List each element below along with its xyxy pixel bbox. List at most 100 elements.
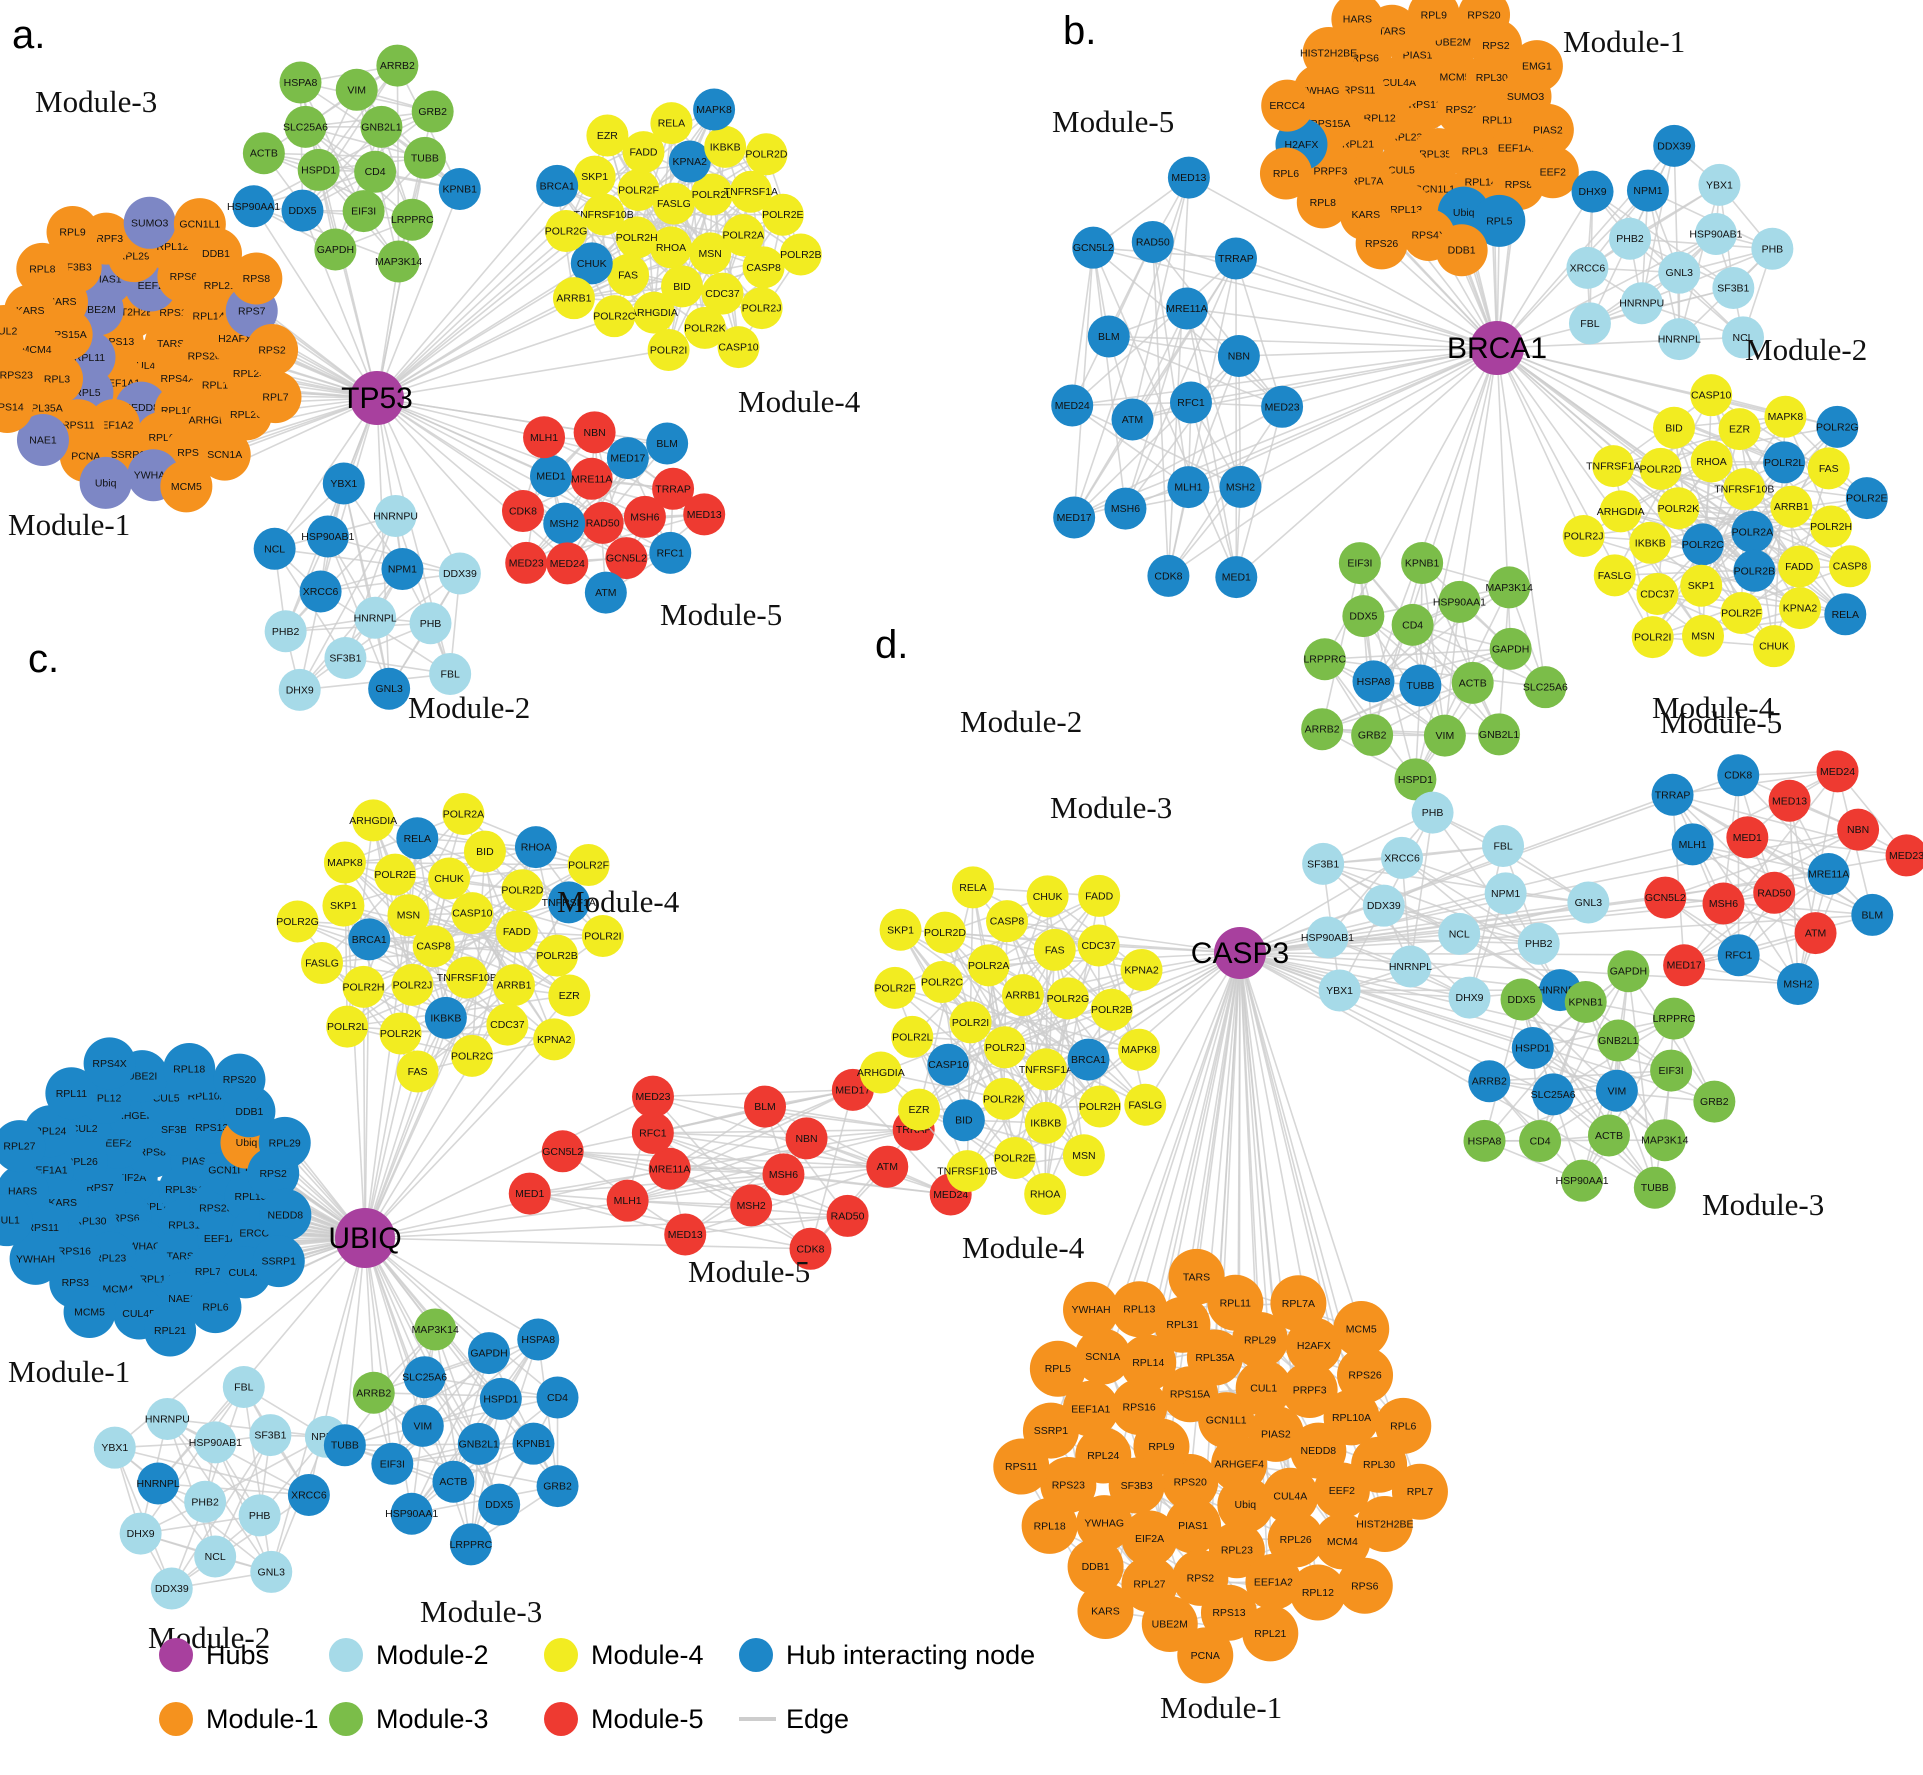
node-circle-polr2l[interactable] (1763, 441, 1806, 484)
node-chuk[interactable]: CHUK (570, 242, 613, 285)
node-xrcc6[interactable]: XRCC6 (287, 1474, 330, 1517)
node-circle-polr2b[interactable] (1733, 549, 1776, 592)
node-circle-polr2f[interactable] (617, 168, 660, 211)
node-circle-rps13[interactable] (1200, 1584, 1257, 1641)
node-kpna2[interactable]: KPNA2 (668, 140, 711, 183)
node-med13[interactable]: MED13 (1768, 779, 1811, 822)
node-circle-polr2g[interactable] (1816, 405, 1859, 448)
node-polr2f[interactable]: POLR2F (567, 844, 610, 887)
node-ncl[interactable]: NCL (1438, 912, 1481, 955)
node-hsp90aa1[interactable]: HSP90AA1 (1433, 580, 1486, 623)
node-circle-ddx5[interactable] (281, 189, 324, 232)
node-rps2[interactable]: RPS2 (246, 324, 299, 377)
node-circle-gnl3[interactable] (250, 1550, 293, 1593)
node-circle-polr2c[interactable] (921, 961, 964, 1004)
node-circle-ddx5[interactable] (1342, 595, 1385, 638)
node-med13[interactable]: MED13 (664, 1213, 707, 1256)
node-circle-ikbkb[interactable] (704, 125, 747, 168)
node-sf3b1[interactable]: SF3B1 (1712, 267, 1755, 310)
node-rpl7a[interactable]: RPL7A (1270, 1275, 1327, 1332)
node-med1[interactable]: MED1 (529, 455, 572, 498)
node-msh6[interactable]: MSH6 (1104, 487, 1147, 530)
node-cul1[interactable]: CUL1 (0, 1194, 33, 1247)
node-arrb1[interactable]: ARRB1 (1001, 974, 1044, 1017)
node-circle-rad50[interactable] (1753, 871, 1796, 914)
hub-node-casp3[interactable]: CASP3 (1191, 927, 1289, 979)
node-pias2[interactable]: PIAS2 (1521, 103, 1574, 156)
node-eif3i[interactable]: EIF3I (342, 190, 385, 233)
node-arrb1[interactable]: ARRB1 (552, 277, 595, 320)
node-circle-ddx39[interactable] (438, 552, 481, 595)
node-casp10[interactable]: CASP10 (927, 1043, 970, 1086)
node-gnb2l1[interactable]: GNB2L1 (1478, 713, 1521, 756)
node-circle-polr2h[interactable] (1810, 505, 1853, 548)
node-circle-lrpprc[interactable] (1303, 638, 1346, 681)
node-circle-ddb1[interactable] (1435, 224, 1488, 277)
node-circle-polr2h[interactable] (342, 965, 385, 1008)
node-circle-phb[interactable] (1751, 227, 1794, 270)
node-circle-rpl26[interactable] (1267, 1511, 1324, 1568)
node-circle-brca1[interactable] (348, 918, 391, 961)
node-circle-cul1[interactable] (0, 1194, 33, 1247)
node-msh2[interactable]: MSH2 (1776, 963, 1819, 1006)
node-polr2e[interactable]: POLR2E (761, 193, 804, 236)
node-circle-skp1[interactable] (879, 908, 922, 951)
node-actb[interactable]: ACTB (242, 132, 285, 175)
node-circle-hsp90ab1[interactable] (194, 1421, 237, 1464)
node-mcm5[interactable]: MCM5 (63, 1286, 116, 1339)
node-circle-hspa8[interactable] (1352, 660, 1395, 703)
node-circle-rpl5[interactable] (1473, 194, 1526, 247)
node-circle-fadd[interactable] (622, 131, 665, 174)
node-rps6[interactable]: RPS6 (1336, 1557, 1393, 1614)
node-rpl21[interactable]: RPL21 (144, 1304, 197, 1357)
node-phb[interactable]: PHB (1751, 227, 1794, 270)
node-arrb2[interactable]: ARRB2 (352, 1371, 395, 1414)
node-circle-dhx9[interactable] (1448, 976, 1491, 1019)
node-faslg[interactable]: FASLG (1593, 554, 1636, 597)
node-circle-atm[interactable] (1111, 398, 1154, 441)
node-circle-hspa8[interactable] (279, 61, 322, 104)
node-circle-med23[interactable] (505, 541, 548, 584)
node-mapk8[interactable]: MAPK8 (693, 88, 736, 131)
node-circle-polr2j[interactable] (1562, 515, 1605, 558)
node-polr2i[interactable]: POLR2I (647, 328, 690, 371)
node-mlh1[interactable]: MLH1 (523, 416, 566, 459)
node-circle-tnfrsf10b[interactable] (582, 193, 625, 236)
node-arrb2[interactable]: ARRB2 (1301, 708, 1344, 751)
node-circle-med23[interactable] (1885, 834, 1923, 877)
node-polr2h[interactable]: POLR2H (342, 965, 385, 1008)
hub-node-tp53[interactable]: TP53 (341, 371, 413, 425)
node-polr2l[interactable]: POLR2L (1763, 441, 1806, 484)
node-circle-gnb2l1[interactable] (1597, 1019, 1640, 1062)
node-circle-skp1[interactable] (573, 155, 616, 198)
node-rpl13[interactable]: RPL13 (1111, 1281, 1168, 1338)
node-circle-xrcc6[interactable] (1566, 246, 1609, 289)
node-phb[interactable]: PHB (238, 1494, 281, 1537)
node-polr2a[interactable]: POLR2A (442, 792, 485, 835)
node-nbn[interactable]: NBN (1837, 808, 1880, 851)
node-pias1[interactable]: PIAS1 (1165, 1497, 1222, 1554)
node-circle-kpna2[interactable] (1120, 948, 1163, 991)
node-circle-ywhag[interactable] (1076, 1495, 1133, 1552)
node-circle-gnl3[interactable] (1567, 881, 1610, 924)
node-trrap[interactable]: TRRAP (652, 467, 695, 510)
node-tubb[interactable]: TUBB (1399, 664, 1442, 707)
node-circle-ncl[interactable] (253, 527, 296, 570)
node-circle-ubiq[interactable] (1217, 1476, 1274, 1533)
node-circle-med1[interactable] (1215, 556, 1258, 599)
node-eef2[interactable]: EEF2 (1526, 146, 1579, 199)
hub-node-brca1[interactable]: BRCA1 (1447, 321, 1547, 375)
node-gnl3[interactable]: GNL3 (250, 1550, 293, 1593)
node-circle-gcn5l2[interactable] (605, 537, 648, 580)
node-circle-polr2g[interactable] (1046, 977, 1089, 1020)
node-hsp90aa1[interactable]: HSP90AA1 (1556, 1159, 1609, 1202)
node-slc25a6[interactable]: SLC25A6 (1531, 1073, 1576, 1116)
node-atm[interactable]: ATM (866, 1145, 909, 1188)
node-circle-mlh1[interactable] (1671, 823, 1714, 866)
node-circle-tnfrsf1a[interactable] (1592, 445, 1635, 488)
node-circle-tubb[interactable] (403, 136, 446, 179)
node-gcn5l2[interactable]: GCN5L2 (605, 537, 648, 580)
node-circle-rhoa[interactable] (1690, 440, 1733, 483)
node-gnl3[interactable]: GNL3 (1567, 881, 1610, 924)
node-pias2[interactable]: PIAS2 (1247, 1405, 1304, 1462)
